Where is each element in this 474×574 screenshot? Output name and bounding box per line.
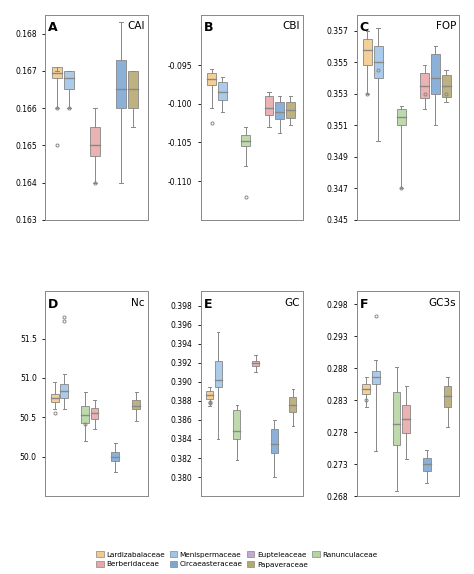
Bar	[264, 96, 273, 115]
Text: C: C	[360, 21, 369, 34]
Bar	[111, 452, 119, 461]
Bar	[374, 46, 383, 78]
Bar	[397, 110, 406, 125]
Bar	[91, 127, 100, 157]
Bar	[64, 71, 74, 90]
Text: CAI: CAI	[127, 21, 145, 31]
Bar	[215, 361, 222, 387]
Text: GC3s: GC3s	[428, 297, 456, 308]
Bar	[444, 386, 451, 406]
Bar	[53, 67, 62, 78]
Bar	[372, 371, 380, 383]
Bar	[81, 406, 89, 423]
Bar	[402, 405, 410, 433]
Bar	[132, 400, 140, 409]
Bar	[252, 361, 259, 366]
Bar	[431, 55, 440, 94]
Text: A: A	[48, 21, 58, 34]
Text: E: E	[204, 297, 212, 311]
Bar	[51, 394, 59, 402]
Bar	[423, 457, 431, 471]
Legend: Lardizabalaceae, Berberidaceae, Menispermaceae, Circaeasteraceae, Eupteleaceae, : Lardizabalaceae, Berberidaceae, Menisper…	[93, 548, 381, 571]
Text: Nc: Nc	[131, 297, 145, 308]
Bar	[392, 393, 401, 445]
Bar	[363, 38, 372, 65]
Text: GC: GC	[285, 297, 300, 308]
Text: B: B	[204, 21, 213, 34]
Bar	[442, 75, 450, 97]
Bar	[241, 135, 250, 146]
Bar	[128, 71, 138, 108]
Text: F: F	[360, 297, 368, 311]
Bar	[363, 383, 370, 394]
Bar	[218, 82, 227, 100]
Text: D: D	[48, 297, 58, 311]
Bar	[117, 60, 126, 108]
Bar	[207, 73, 216, 84]
Text: FOP: FOP	[436, 21, 456, 31]
Bar	[286, 102, 295, 118]
Bar	[420, 73, 429, 99]
Bar	[290, 397, 296, 412]
Bar	[233, 410, 240, 439]
Bar	[60, 384, 68, 398]
Bar	[271, 429, 278, 453]
Bar	[275, 102, 284, 119]
Bar	[206, 391, 213, 399]
Text: CBI: CBI	[283, 21, 300, 31]
Bar	[91, 408, 99, 419]
